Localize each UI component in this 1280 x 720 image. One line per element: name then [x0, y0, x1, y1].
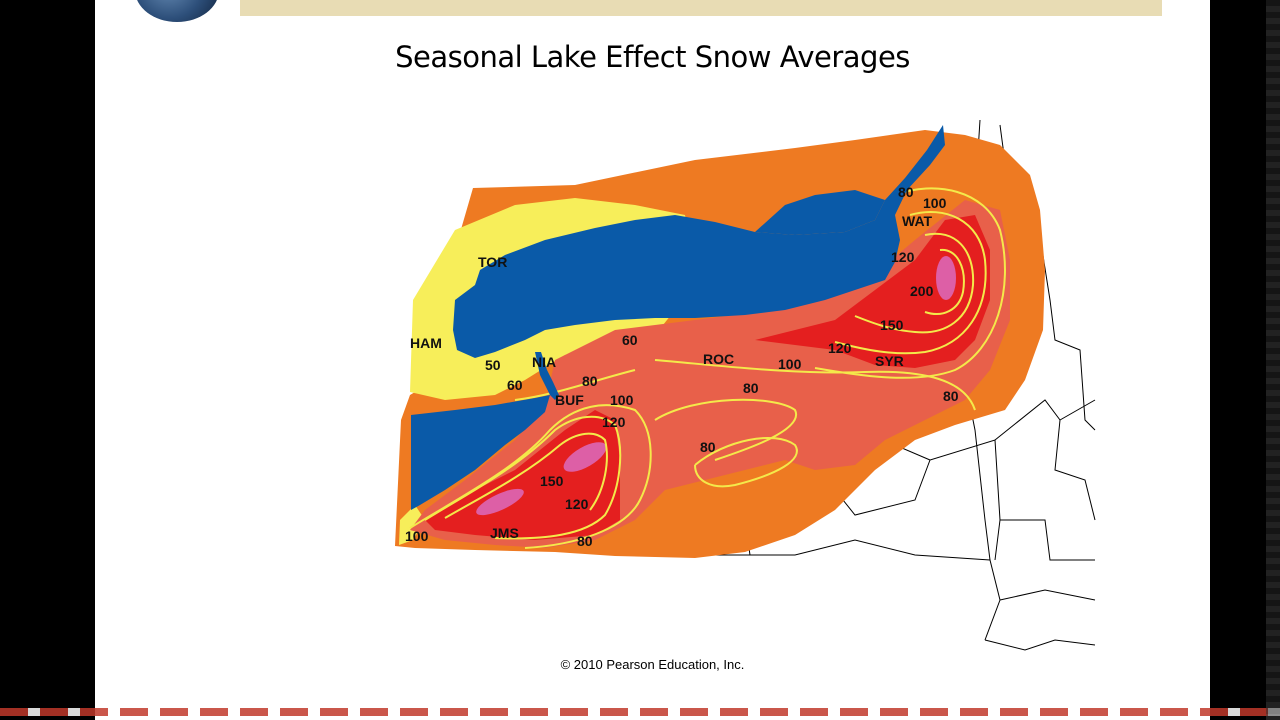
contour-label: 50 [485, 357, 501, 373]
lake-erie [411, 395, 550, 510]
city-labels: TOR HAM NIA BUF ROC SYR WAT JMS [410, 213, 933, 541]
copyright-notice: © 2010 Pearson Education, Inc. [560, 657, 745, 672]
band-lt50-south [399, 505, 425, 545]
contour-label: 100 [778, 356, 802, 372]
contour-label: 120 [602, 414, 626, 430]
city-label-jms: JMS [490, 525, 519, 541]
band-gt200-southtowns [563, 442, 607, 472]
contour-label: 80 [743, 380, 759, 396]
lake-ontario [453, 125, 945, 358]
contour-label: 150 [880, 317, 904, 333]
isolines [409, 187, 1006, 549]
contour-label: 150 [540, 473, 564, 489]
contour-label: 100 [405, 528, 429, 544]
slide: Seasonal Lake Effect Snow Averages [95, 0, 1210, 720]
contour-label: 80 [582, 373, 598, 389]
contour-label: 60 [507, 377, 523, 393]
city-label-syr: SYR [875, 353, 904, 369]
contour-label: 60 [622, 332, 638, 348]
contour-label: 120 [828, 340, 852, 356]
header-banner [240, 0, 1162, 16]
contour-label: 100 [610, 392, 634, 408]
city-label-ham: HAM [410, 335, 442, 351]
contour-labels: 80 100 120 200 150 120 100 80 60 50 60 8… [405, 184, 959, 549]
bottom-stripe [0, 708, 1280, 716]
slide-title: Seasonal Lake Effect Snow Averages [395, 40, 910, 74]
contour-label: 80 [943, 388, 959, 404]
band-120-200-south [425, 410, 620, 540]
niagara-river [535, 352, 559, 400]
city-label-buf: BUF [555, 392, 584, 408]
band-gt200-tug-hill [936, 256, 956, 300]
lake-ontario-north-lobe [755, 190, 885, 235]
contour-label: 200 [910, 283, 934, 299]
city-label-wat: WAT [902, 213, 933, 229]
city-label-nia: NIA [532, 354, 556, 370]
contour-label: 80 [577, 533, 593, 549]
contour-label: 80 [898, 184, 914, 200]
contour-label: 100 [923, 195, 947, 211]
globe-icon [135, 0, 219, 22]
contour-label: 80 [700, 439, 716, 455]
city-label-tor: TOR [478, 254, 507, 270]
contour-label: 120 [565, 496, 589, 512]
contour-label: 120 [891, 249, 915, 265]
lake-effect-snow-map: TOR HAM NIA BUF ROC SYR WAT JMS 80 100 1… [395, 119, 1096, 651]
right-edge-strip [1266, 0, 1280, 720]
band-120-200 [755, 215, 990, 368]
band-gt200-chautauqua [476, 488, 524, 516]
city-label-roc: ROC [703, 351, 734, 367]
